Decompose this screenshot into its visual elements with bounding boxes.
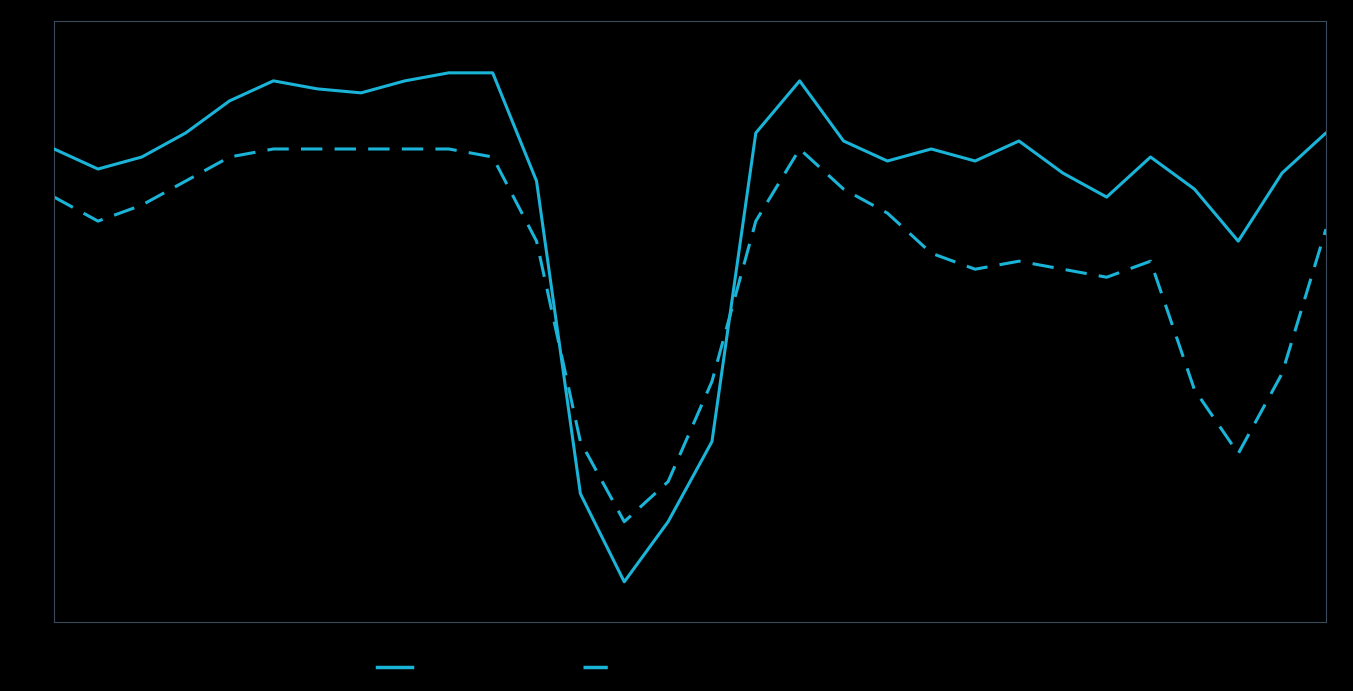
Legend: , : ,: [377, 661, 621, 675]
